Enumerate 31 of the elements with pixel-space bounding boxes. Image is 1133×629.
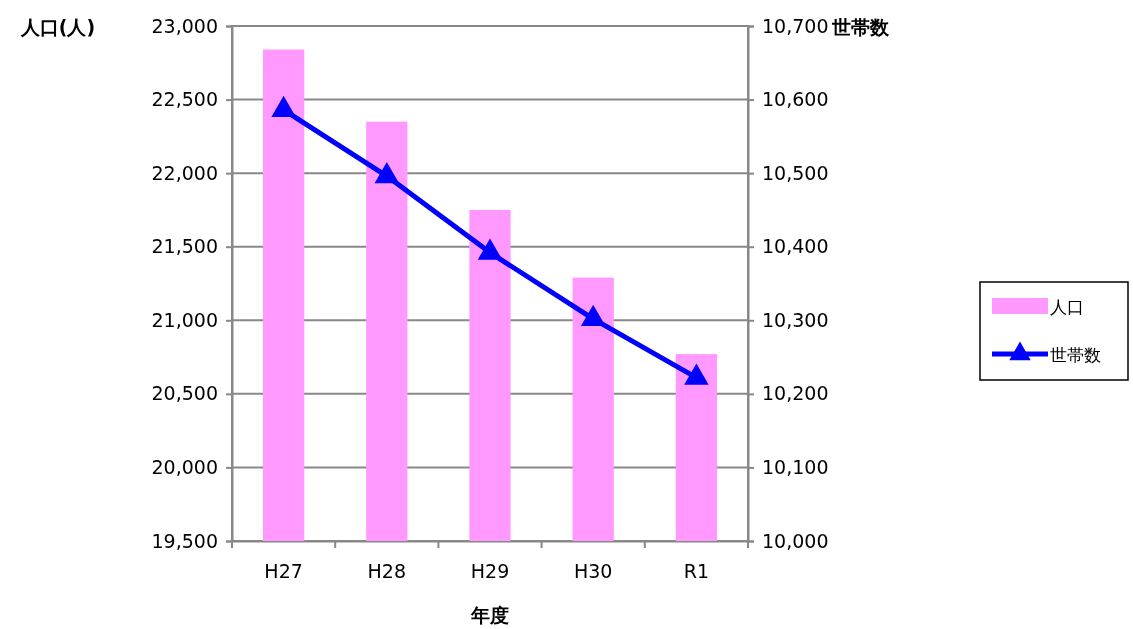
x-tick-label: H28 [367,560,407,583]
y-tick-label: 20,000 [151,456,218,479]
point [374,161,400,184]
y-tick-label: 20,500 [151,382,218,405]
y2-tick-label: 10,300 [762,308,829,331]
y2-axis-title: 世帯数 [830,16,890,38]
y-tick-label: 23,000 [151,14,218,37]
y-tick-label: 22,000 [151,161,218,184]
legend-label: 人口 [1050,297,1084,317]
y-axis-title: 人口(人) [19,16,96,38]
x-tick-label: H27 [264,560,303,583]
y2-tick-label: 10,700 [762,14,829,37]
point [477,238,503,260]
y2-tick-label: 10,500 [762,161,829,184]
y-tick-label: 21,000 [151,308,218,331]
y2-tick-label: 10,100 [762,456,829,479]
x-axis-title: 年度 [470,604,509,626]
point [580,304,606,326]
y-tick-label: 21,500 [151,235,218,258]
legend-label: 世帯数 [1050,345,1101,365]
y2-tick-label: 10,000 [762,529,829,552]
y2-tick-label: 10,400 [762,235,829,258]
y-tick-label: 22,500 [151,88,218,111]
y2-tick-label: 10,600 [762,88,829,111]
point [271,95,296,117]
x-tick-label: R1 [683,560,710,583]
y-tick-label: 19,500 [151,529,218,552]
y2-tick-label: 10,200 [762,382,829,405]
x-tick-label: H29 [470,560,510,583]
point [684,363,709,385]
x-tick-label: H30 [573,560,613,583]
